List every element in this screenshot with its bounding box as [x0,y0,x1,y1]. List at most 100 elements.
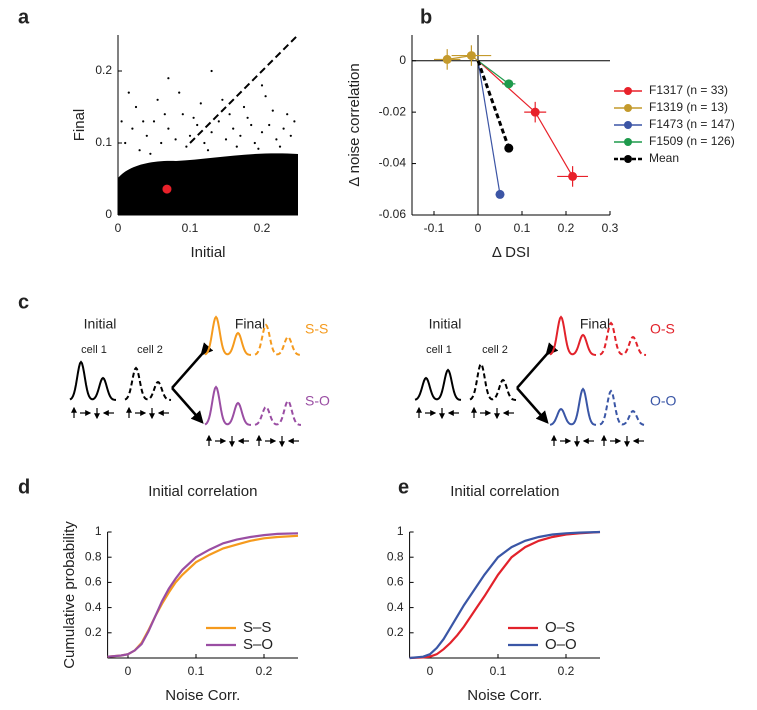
tuning-curve [69,360,116,401]
legend-marker [624,138,632,146]
tuning-curve [254,399,301,426]
tuning-curve [599,389,647,426]
y-tick-label: 0.1 [95,135,112,149]
diagram-text: Initial [84,316,117,332]
reference-line [189,34,299,144]
x-tick-label: 0.2 [558,221,575,235]
point [167,127,170,130]
point [495,189,505,199]
point [253,141,256,145]
series-line [409,530,601,660]
point [250,123,253,127]
point [278,145,282,148]
diagram-text: O-S [650,321,675,337]
tuning-curve [204,315,251,356]
panel-label: d [18,476,30,498]
point [210,131,213,134]
y-axis-label: Cumulative probability [61,521,78,669]
y-tick-label: -0.02 [379,104,407,118]
panel-label: b [420,6,432,28]
point [286,113,289,116]
point [124,141,127,145]
point [232,127,235,130]
legend-label: O–S [545,619,575,636]
diagram-text: O-O [650,393,677,409]
tuning-curve [124,366,172,401]
point [134,105,138,109]
y-tick-label: 0.8 [387,549,404,563]
x-tick-label: -0.1 [424,221,445,235]
point [504,143,514,153]
y-tick-label: 0.4 [387,600,404,614]
point [178,91,181,94]
tuning-curve [469,362,517,401]
point [260,131,264,134]
point [131,127,134,130]
x-axis-label: Initial [190,244,225,261]
point [206,149,210,152]
legend-label: F1473 (n = 147) [649,117,735,131]
point-cloud [118,153,298,215]
y-tick-label: 0.4 [85,600,102,614]
y-tick-label: -0.06 [379,207,407,221]
point [466,51,476,61]
legend-label: F1509 (n = 126) [649,134,735,148]
legend-marker [624,104,632,112]
legend-marker [624,155,632,163]
point [221,98,224,101]
point [257,147,260,150]
point [268,123,271,127]
x-tick-label: 0.2 [558,664,575,678]
point [145,134,148,137]
point [217,120,220,123]
diagram-text: cell 2 [137,344,163,356]
point [260,84,264,87]
chart-title: Initial correlation [450,483,559,500]
point [138,149,141,152]
x-axis-label: Δ DSI [492,244,530,261]
point [504,79,514,89]
x-tick-label: 0 [125,664,132,678]
legend-marker [624,87,632,95]
point [293,120,296,123]
point [228,113,231,116]
x-tick-label: 0.1 [182,221,199,235]
x-axis-label: Noise Corr. [467,687,542,704]
branch-arrow [516,342,559,389]
diagram-text: cell 1 [426,344,452,356]
point [152,120,156,123]
legend-label: S–O [243,636,273,653]
panel-label: e [398,476,409,498]
point [149,152,152,155]
x-tick-label: 0.1 [188,664,205,678]
tuning-curve [204,385,251,426]
x-tick-label: 0.2 [256,664,273,678]
branch-arrow [516,387,549,424]
panel-label: c [18,291,29,313]
legend-label: F1319 (n = 13) [649,100,728,114]
panel-label: a [18,6,30,28]
point [264,95,267,98]
point [167,77,170,80]
diagram-text: S-O [305,393,330,409]
point [246,116,249,119]
x-axis-label: Noise Corr. [165,687,240,704]
point [271,109,274,112]
diagram-text: Final [235,316,265,332]
point [188,134,192,137]
y-tick-label: 0 [399,53,406,67]
diagram-text: cell 2 [482,344,508,356]
y-tick-label: 0.2 [387,625,404,639]
point [275,138,278,141]
point [242,105,246,109]
legend-label: F1317 (n = 33) [649,83,728,97]
series-line [477,60,510,85]
branch-arrow [171,342,214,389]
legend-label: S–S [243,619,271,636]
y-axis-label: Final [71,109,88,142]
diagram-text: S-S [305,321,328,337]
point [203,141,206,145]
point [192,116,195,119]
y-tick-label: 0 [105,207,112,221]
diagram-text: cell 1 [81,344,107,356]
